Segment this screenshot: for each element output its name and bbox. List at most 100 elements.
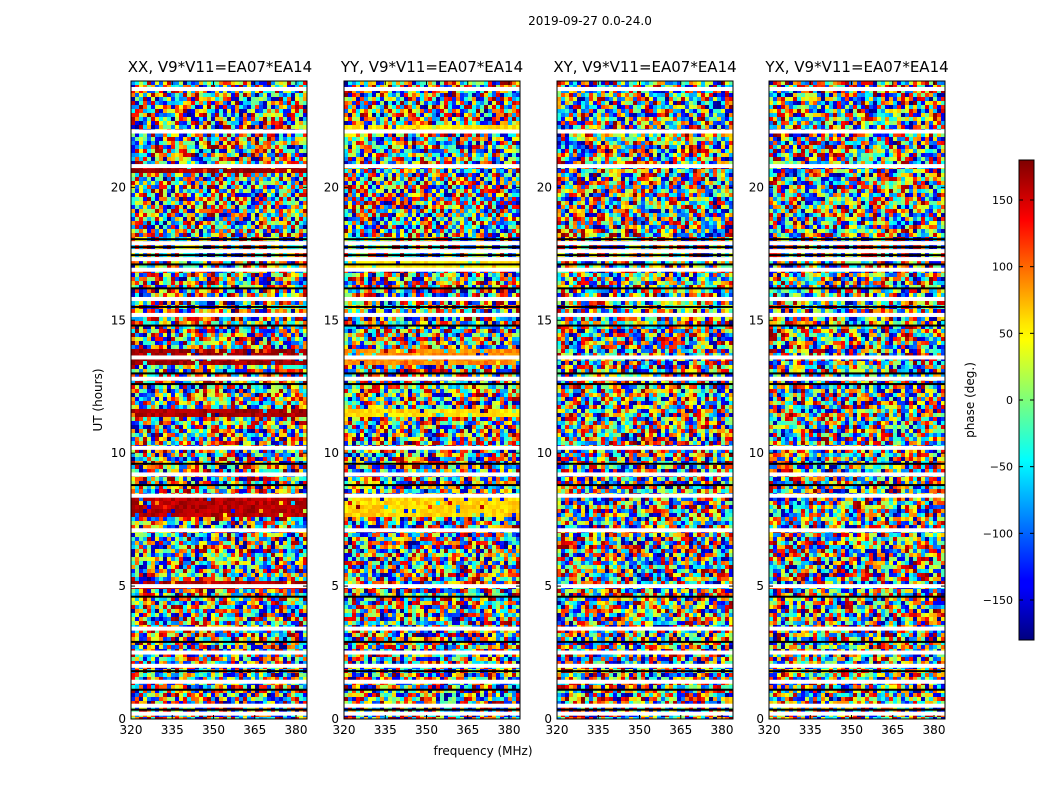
heatmap-cell (183, 181, 187, 185)
heatmap-cell (135, 345, 139, 349)
heatmap-cell (231, 225, 235, 229)
heatmap-cell (231, 481, 235, 485)
heatmap-cell (303, 197, 307, 201)
heatmap-cell (151, 521, 155, 525)
heatmap-cell (263, 325, 267, 329)
heatmap-cell (139, 373, 143, 377)
heatmap-cell (195, 101, 199, 105)
heatmap-cell (175, 281, 179, 285)
heatmap-cell (135, 233, 139, 237)
heatmap-cell (151, 401, 155, 405)
heatmap-cell (167, 513, 171, 517)
heatmap-cell (199, 489, 203, 493)
heatmap-cell (175, 81, 179, 85)
heatmap-cell (279, 93, 283, 97)
heatmap-cell (251, 433, 255, 437)
heatmap-cell (279, 353, 283, 357)
heatmap-cell (275, 193, 279, 197)
heatmap-cell (163, 149, 167, 153)
heatmap-cell (279, 109, 283, 113)
heatmap-cell (251, 213, 255, 217)
heatmap-cell (223, 405, 227, 409)
heatmap-cell (287, 453, 291, 457)
heatmap-cell (263, 101, 267, 105)
heatmap-cell (151, 373, 155, 377)
heatmap-cell (147, 513, 151, 517)
heatmap-cell (263, 161, 267, 165)
heatmap-cell (251, 201, 255, 205)
heatmap-cell (163, 469, 167, 473)
heatmap-cell (211, 497, 215, 501)
heatmap-cell (211, 137, 215, 141)
heatmap-cell (175, 413, 179, 417)
heatmap-cell (251, 161, 255, 165)
heatmap-cell (223, 373, 227, 377)
heatmap-cell (239, 105, 243, 109)
heatmap-cell (179, 109, 183, 113)
heatmap-cell (195, 409, 199, 413)
heatmap-cell (199, 81, 203, 85)
heatmap-cell (259, 301, 263, 305)
heatmap-cell (263, 177, 267, 181)
heatmap-cell (271, 157, 275, 161)
heatmap-cell (147, 145, 151, 149)
heatmap-cell (167, 153, 171, 157)
panel-title-xx: XX, V9*V11=EA07*EA14 (100, 58, 340, 76)
heatmap-cell (223, 409, 227, 413)
heatmap-cell (195, 125, 199, 129)
heatmap-cell (167, 505, 171, 509)
heatmap-cell (191, 361, 195, 365)
heatmap-cell (243, 169, 247, 173)
heatmap-cell (147, 289, 151, 293)
heatmap-cell (279, 321, 283, 325)
heatmap-cell (151, 141, 155, 145)
heatmap-cell (203, 201, 207, 205)
heatmap-cell (259, 105, 263, 109)
heatmap-cell (199, 281, 203, 285)
heatmap-cell (295, 457, 299, 461)
heatmap-cell (243, 89, 247, 93)
heatmap-cell (267, 389, 271, 393)
heatmap-cell (143, 465, 147, 469)
heatmap-cell (243, 105, 247, 109)
heatmap-cell (223, 233, 227, 237)
heatmap-cell (271, 101, 275, 105)
heatmap-cell (295, 453, 299, 457)
heatmap-cell (243, 341, 247, 345)
heatmap-cell (139, 405, 143, 409)
heatmap-cell (275, 277, 279, 281)
heatmap-cell (267, 409, 271, 413)
heatmap-cell (247, 345, 251, 349)
heatmap-cell (147, 397, 151, 401)
heatmap-cell (139, 453, 143, 457)
heatmap-cell (143, 281, 147, 285)
heatmap-cell (195, 417, 199, 421)
heatmap-cell (179, 153, 183, 157)
heatmap-cell (267, 417, 271, 421)
heatmap-cell (235, 193, 239, 197)
heatmap-cell (135, 453, 139, 457)
heatmap-cell (139, 109, 143, 113)
heatmap-cell (271, 97, 275, 101)
heatmap-cell (195, 141, 199, 145)
heatmap-cell (179, 533, 183, 537)
heatmap-cell (243, 321, 247, 325)
heatmap-cell (179, 97, 183, 101)
heatmap-cell (211, 105, 215, 109)
heatmap-cell (195, 209, 199, 213)
heatmap-cell (203, 101, 207, 105)
heatmap-cell (275, 361, 279, 365)
heatmap-cell (247, 273, 251, 277)
heatmap-cell (171, 285, 175, 289)
heatmap-cell (291, 433, 295, 437)
heatmap-cell (295, 385, 299, 389)
heatmap-cell (291, 321, 295, 325)
heatmap-cell (251, 481, 255, 485)
heatmap-cell (211, 501, 215, 505)
heatmap-cell (227, 341, 231, 345)
heatmap-cell (199, 369, 203, 373)
heatmap-cell (171, 161, 175, 165)
heatmap-cell (291, 185, 295, 189)
heatmap-cell (191, 401, 195, 405)
heatmap-cell (299, 133, 303, 137)
